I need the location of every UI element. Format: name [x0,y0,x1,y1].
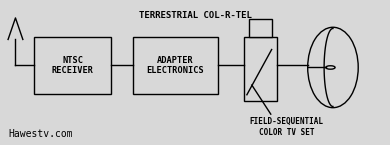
Circle shape [326,66,335,69]
Text: NTSC
RECEIVER: NTSC RECEIVER [51,56,94,75]
Text: ADAPTER
ELECTRONICS: ADAPTER ELECTRONICS [147,56,204,75]
Bar [244,37,277,101]
Text: FIELD-SEQUENTIAL
COLOR TV SET: FIELD-SEQUENTIAL COLOR TV SET [249,117,323,137]
Bar [248,19,272,37]
Text: Hawestv.com: Hawestv.com [9,129,73,139]
Text: TERRESTRIAL COL-R-TEL: TERRESTRIAL COL-R-TEL [138,11,252,20]
Bar [34,37,112,94]
Bar [133,37,218,94]
